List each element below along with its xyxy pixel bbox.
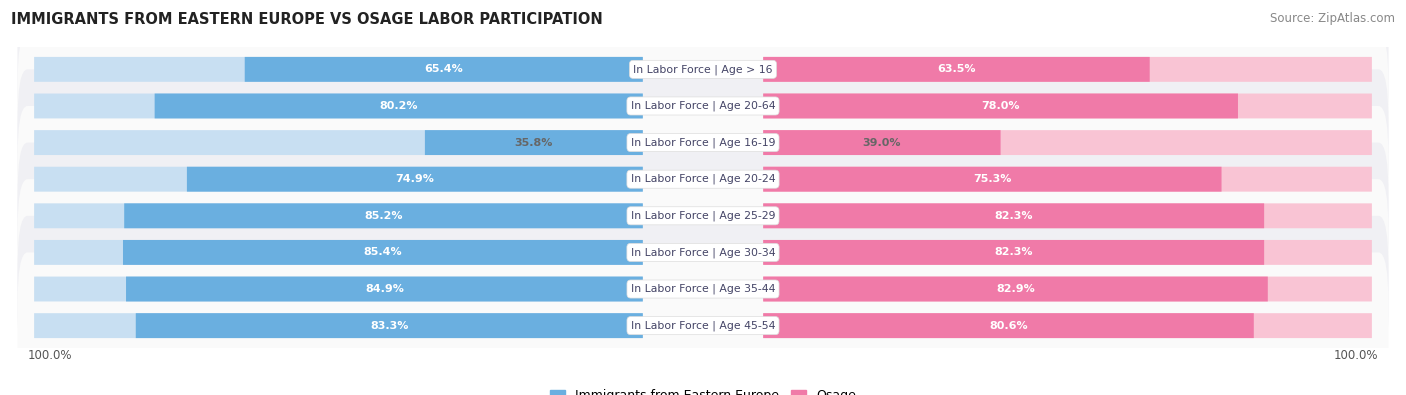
FancyBboxPatch shape	[34, 94, 643, 118]
Text: In Labor Force | Age 30-34: In Labor Force | Age 30-34	[631, 247, 775, 258]
FancyBboxPatch shape	[122, 240, 643, 265]
Text: In Labor Force | Age 20-64: In Labor Force | Age 20-64	[631, 101, 775, 111]
FancyBboxPatch shape	[187, 167, 643, 192]
Text: 85.4%: 85.4%	[364, 247, 402, 258]
Text: In Labor Force | Age 16-19: In Labor Force | Age 16-19	[631, 137, 775, 148]
Text: In Labor Force | Age 45-54: In Labor Force | Age 45-54	[631, 320, 775, 331]
Text: 82.3%: 82.3%	[994, 211, 1033, 221]
Text: 100.0%: 100.0%	[28, 350, 72, 363]
FancyBboxPatch shape	[17, 0, 1389, 143]
FancyBboxPatch shape	[763, 57, 1150, 82]
FancyBboxPatch shape	[34, 203, 643, 228]
FancyBboxPatch shape	[34, 240, 643, 265]
Text: 35.8%: 35.8%	[515, 137, 553, 148]
Text: In Labor Force | Age 35-44: In Labor Force | Age 35-44	[631, 284, 775, 294]
Text: In Labor Force | Age 20-24: In Labor Force | Age 20-24	[631, 174, 775, 184]
Text: 74.9%: 74.9%	[395, 174, 434, 184]
FancyBboxPatch shape	[763, 203, 1264, 228]
FancyBboxPatch shape	[245, 57, 643, 82]
FancyBboxPatch shape	[763, 130, 1001, 155]
Text: In Labor Force | Age 25-29: In Labor Force | Age 25-29	[631, 211, 775, 221]
FancyBboxPatch shape	[155, 94, 643, 118]
FancyBboxPatch shape	[763, 167, 1372, 192]
FancyBboxPatch shape	[34, 130, 643, 155]
FancyBboxPatch shape	[763, 203, 1372, 228]
Text: 82.9%: 82.9%	[995, 284, 1035, 294]
FancyBboxPatch shape	[17, 216, 1389, 362]
FancyBboxPatch shape	[763, 313, 1372, 338]
FancyBboxPatch shape	[425, 130, 643, 155]
FancyBboxPatch shape	[17, 70, 1389, 216]
FancyBboxPatch shape	[124, 203, 643, 228]
FancyBboxPatch shape	[763, 276, 1372, 301]
Text: 83.3%: 83.3%	[370, 321, 409, 331]
Text: 80.2%: 80.2%	[380, 101, 418, 111]
FancyBboxPatch shape	[763, 57, 1372, 82]
FancyBboxPatch shape	[34, 57, 643, 82]
FancyBboxPatch shape	[763, 240, 1372, 265]
Text: 100.0%: 100.0%	[1334, 350, 1378, 363]
FancyBboxPatch shape	[763, 240, 1264, 265]
Text: 63.5%: 63.5%	[938, 64, 976, 74]
FancyBboxPatch shape	[34, 313, 643, 338]
Text: 39.0%: 39.0%	[863, 137, 901, 148]
FancyBboxPatch shape	[763, 94, 1237, 118]
Text: 65.4%: 65.4%	[425, 64, 463, 74]
FancyBboxPatch shape	[763, 276, 1268, 301]
FancyBboxPatch shape	[17, 179, 1389, 325]
FancyBboxPatch shape	[763, 130, 1372, 155]
FancyBboxPatch shape	[136, 313, 643, 338]
FancyBboxPatch shape	[763, 167, 1222, 192]
Text: 78.0%: 78.0%	[981, 101, 1019, 111]
FancyBboxPatch shape	[34, 276, 643, 301]
Legend: Immigrants from Eastern Europe, Osage: Immigrants from Eastern Europe, Osage	[544, 384, 862, 395]
Text: 82.3%: 82.3%	[994, 247, 1033, 258]
Text: In Labor Force | Age > 16: In Labor Force | Age > 16	[633, 64, 773, 75]
Text: IMMIGRANTS FROM EASTERN EUROPE VS OSAGE LABOR PARTICIPATION: IMMIGRANTS FROM EASTERN EUROPE VS OSAGE …	[11, 12, 603, 27]
FancyBboxPatch shape	[127, 276, 643, 301]
FancyBboxPatch shape	[17, 106, 1389, 252]
Text: 84.9%: 84.9%	[366, 284, 404, 294]
FancyBboxPatch shape	[34, 167, 643, 192]
Text: Source: ZipAtlas.com: Source: ZipAtlas.com	[1270, 12, 1395, 25]
FancyBboxPatch shape	[763, 313, 1254, 338]
FancyBboxPatch shape	[17, 143, 1389, 289]
FancyBboxPatch shape	[17, 252, 1389, 395]
Text: 80.6%: 80.6%	[990, 321, 1028, 331]
FancyBboxPatch shape	[17, 33, 1389, 179]
Text: 75.3%: 75.3%	[973, 174, 1011, 184]
Text: 85.2%: 85.2%	[364, 211, 402, 221]
FancyBboxPatch shape	[763, 94, 1372, 118]
